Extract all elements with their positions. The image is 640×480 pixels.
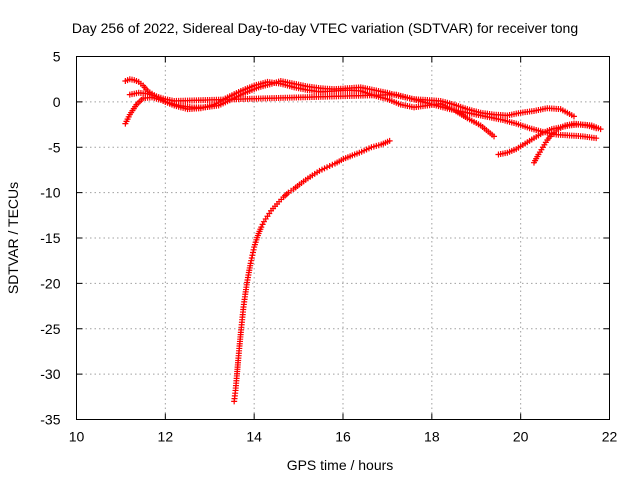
plot-frame [76, 56, 610, 420]
data-point [570, 113, 577, 120]
y-tick-label: -10 [40, 185, 60, 201]
data-point [258, 224, 265, 231]
y-tick-label: -15 [40, 230, 60, 246]
data-point [491, 133, 498, 140]
x-axis-label: GPS time / hours [287, 457, 394, 473]
data-point [593, 135, 600, 142]
data-point [326, 163, 333, 170]
axis-ticks: 10 12 14 16 18 20 22 5 0 -5 -10 -15 -20 -25 -30 -35 [40, 49, 617, 445]
data-point [259, 221, 266, 228]
data-point [597, 126, 604, 133]
y-tick-label: 5 [53, 49, 61, 65]
y-tick-label: -25 [40, 321, 60, 337]
y-tick-label: -35 [40, 412, 60, 428]
x-tick-label: 10 [69, 429, 85, 445]
gridlines [76, 56, 610, 420]
data-point [386, 137, 393, 144]
data-points [122, 76, 604, 405]
chart-title: Day 256 of 2022, Sidereal Day-to-day VTE… [72, 20, 578, 36]
data-point [324, 164, 331, 171]
y-axis-label: SDTVAR / TECUs [5, 182, 21, 294]
x-tick-label: 16 [335, 429, 351, 445]
x-tick-label: 22 [602, 429, 618, 445]
data-point [329, 161, 336, 168]
y-tick-label: 0 [53, 94, 61, 110]
x-tick-label: 20 [513, 429, 529, 445]
y-tick-label: -5 [48, 139, 61, 155]
x-tick-label: 12 [158, 429, 174, 445]
x-tick-label: 14 [246, 429, 262, 445]
y-tick-label: -30 [40, 366, 60, 382]
y-tick-label: -20 [40, 275, 60, 291]
x-tick-label: 18 [424, 429, 440, 445]
